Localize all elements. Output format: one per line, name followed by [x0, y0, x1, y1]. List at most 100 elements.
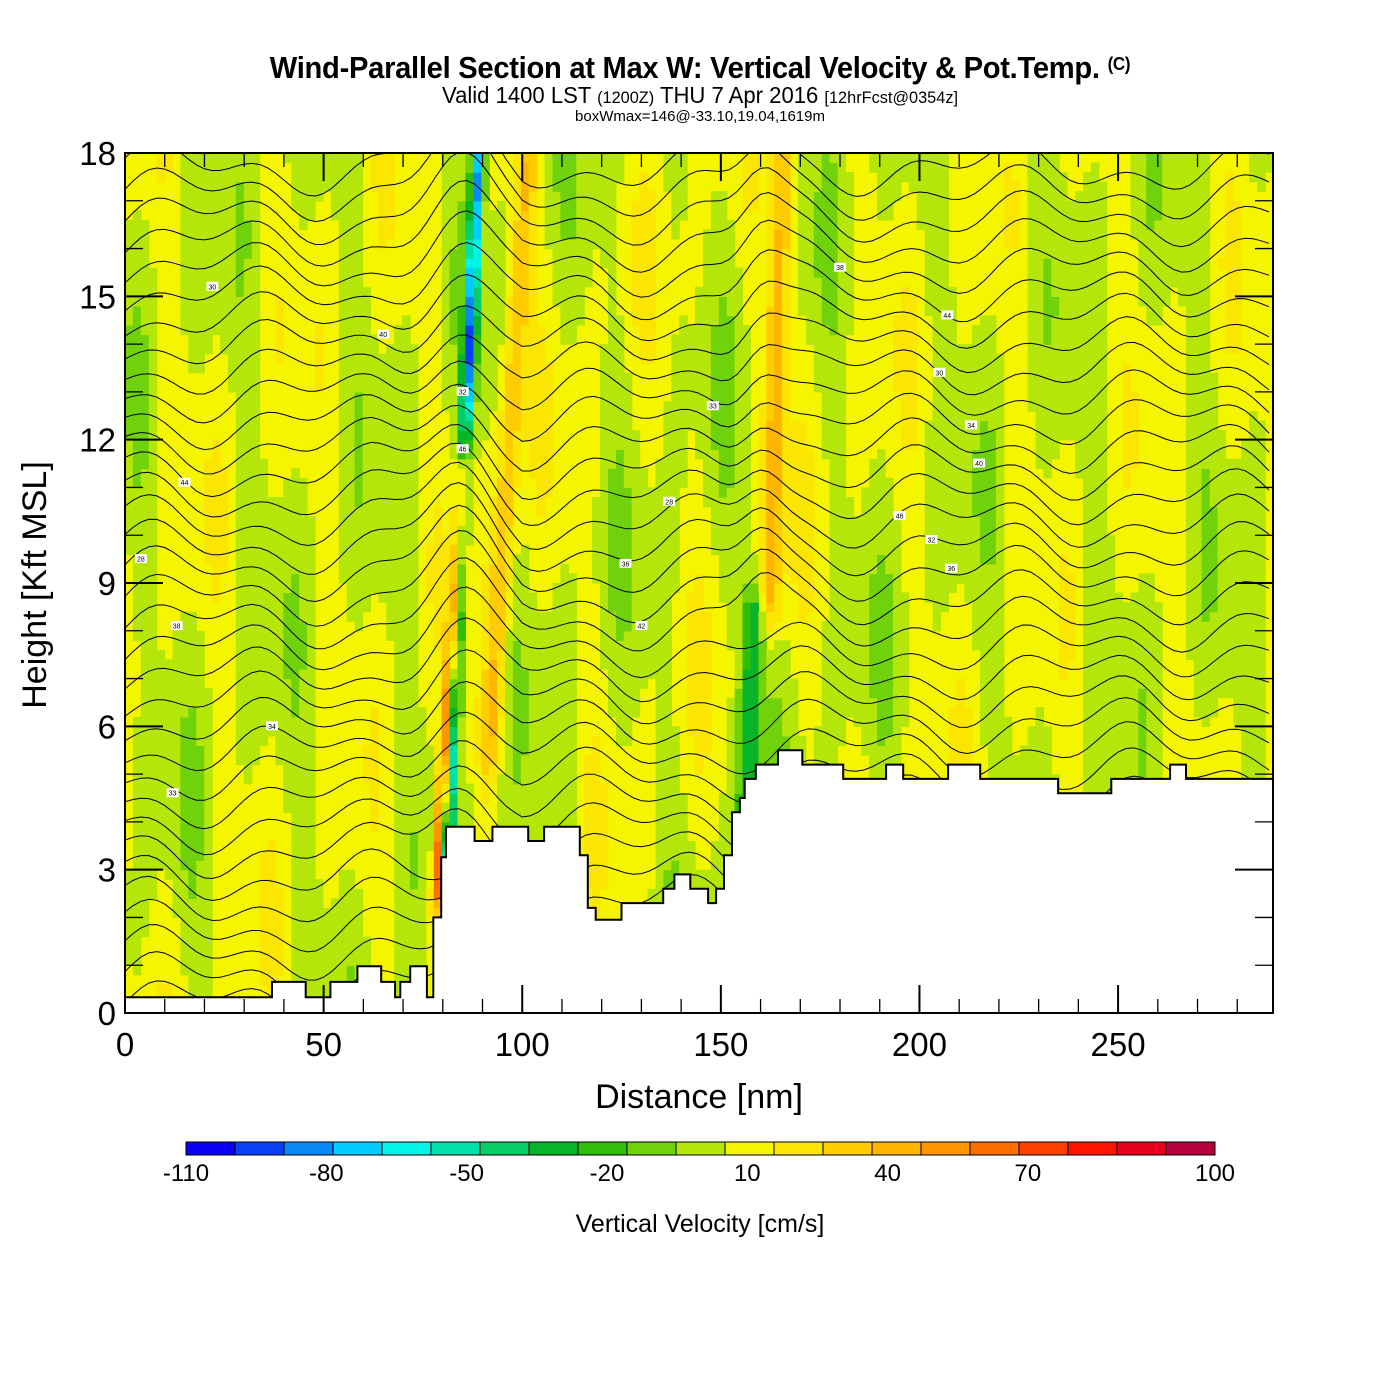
field-cell [140, 563, 150, 575]
field-cell [164, 860, 174, 871]
field-cell [544, 764, 554, 775]
field-cell [639, 669, 649, 680]
field-cell [798, 602, 807, 613]
field-cell [449, 697, 459, 708]
field-cell [528, 802, 538, 813]
field-cell [180, 812, 189, 823]
field-cell [600, 554, 609, 565]
field-cell [560, 649, 569, 661]
field-cell [782, 659, 791, 670]
field-cell [489, 640, 498, 651]
field-cell [204, 774, 213, 785]
field-cell [410, 468, 419, 479]
field-cell [679, 821, 688, 833]
field-cell [441, 726, 451, 737]
field-cell [639, 544, 649, 555]
field-cell [212, 239, 221, 250]
field-cell [235, 554, 245, 565]
field-cell [568, 592, 577, 603]
field-cell [568, 210, 577, 221]
field-cell [758, 525, 767, 536]
field-cell [687, 669, 696, 680]
field-cell [267, 841, 276, 852]
field-cell [346, 372, 356, 383]
field-cell [758, 535, 767, 546]
field-cell [362, 334, 371, 345]
field-cell [410, 907, 419, 919]
field-cell [259, 525, 269, 536]
field-cell [695, 382, 704, 393]
field-cell [243, 745, 253, 756]
field-cell [204, 907, 213, 919]
field-cell [663, 821, 672, 833]
field-cell [552, 162, 561, 173]
field-cell [370, 583, 379, 594]
field-cell [322, 917, 332, 928]
field-cell [829, 726, 839, 737]
field-cell [402, 334, 411, 345]
field-cell [734, 497, 744, 508]
field-cell [394, 917, 403, 928]
field-cell [821, 669, 831, 680]
field-cell [338, 210, 348, 221]
field-cell [481, 296, 490, 307]
field-cell [489, 267, 498, 278]
field-cell [647, 563, 656, 575]
field-cell [726, 334, 736, 345]
field-cell [180, 697, 189, 708]
field-cell [291, 974, 300, 985]
field-cell [188, 669, 197, 680]
field-cell [782, 315, 791, 326]
field-cell [196, 200, 205, 211]
field-cell [362, 755, 371, 766]
field-cell [212, 544, 221, 555]
field-cell [204, 879, 213, 890]
field-cell [449, 563, 459, 575]
field-cell [132, 477, 142, 489]
field-cell [671, 783, 680, 794]
field-cell [845, 525, 854, 536]
field-cell [275, 315, 284, 326]
field-cell [212, 229, 221, 240]
field-cell [520, 802, 530, 813]
field-cell [718, 535, 728, 546]
field-cell [132, 726, 142, 737]
field-cell [378, 525, 387, 536]
field-cell [718, 487, 728, 498]
field-cell [734, 659, 744, 670]
field-cell [196, 802, 205, 813]
field-cell [196, 793, 205, 804]
field-cell [512, 210, 522, 221]
field-cell [433, 745, 443, 756]
field-cell [726, 353, 736, 364]
field-cell [125, 449, 134, 460]
field-cell [528, 592, 538, 603]
field-cell [512, 592, 522, 603]
field-cell [758, 716, 767, 727]
field-cell [821, 267, 831, 278]
field-cell [204, 516, 213, 527]
field-cell [354, 267, 364, 278]
field-cell [837, 506, 847, 517]
field-cell [473, 411, 482, 422]
field-cell [378, 153, 387, 164]
field-cell [196, 344, 205, 355]
field-cell [227, 277, 237, 288]
field-cell [505, 420, 514, 431]
field-cell [299, 563, 308, 575]
field-cell [220, 219, 229, 231]
field-cell [481, 334, 490, 345]
field-cell [457, 248, 466, 259]
field-cell [370, 573, 379, 584]
field-cell [782, 325, 791, 336]
field-cell [291, 869, 300, 880]
field-cell [378, 573, 387, 584]
field-cell [798, 191, 807, 202]
field-cell [703, 735, 712, 747]
field-cell [829, 258, 839, 269]
field-cell [600, 860, 609, 871]
field-cell [394, 955, 403, 966]
field-cell [425, 907, 435, 919]
field-cell [568, 172, 577, 183]
field-cell [410, 898, 419, 909]
